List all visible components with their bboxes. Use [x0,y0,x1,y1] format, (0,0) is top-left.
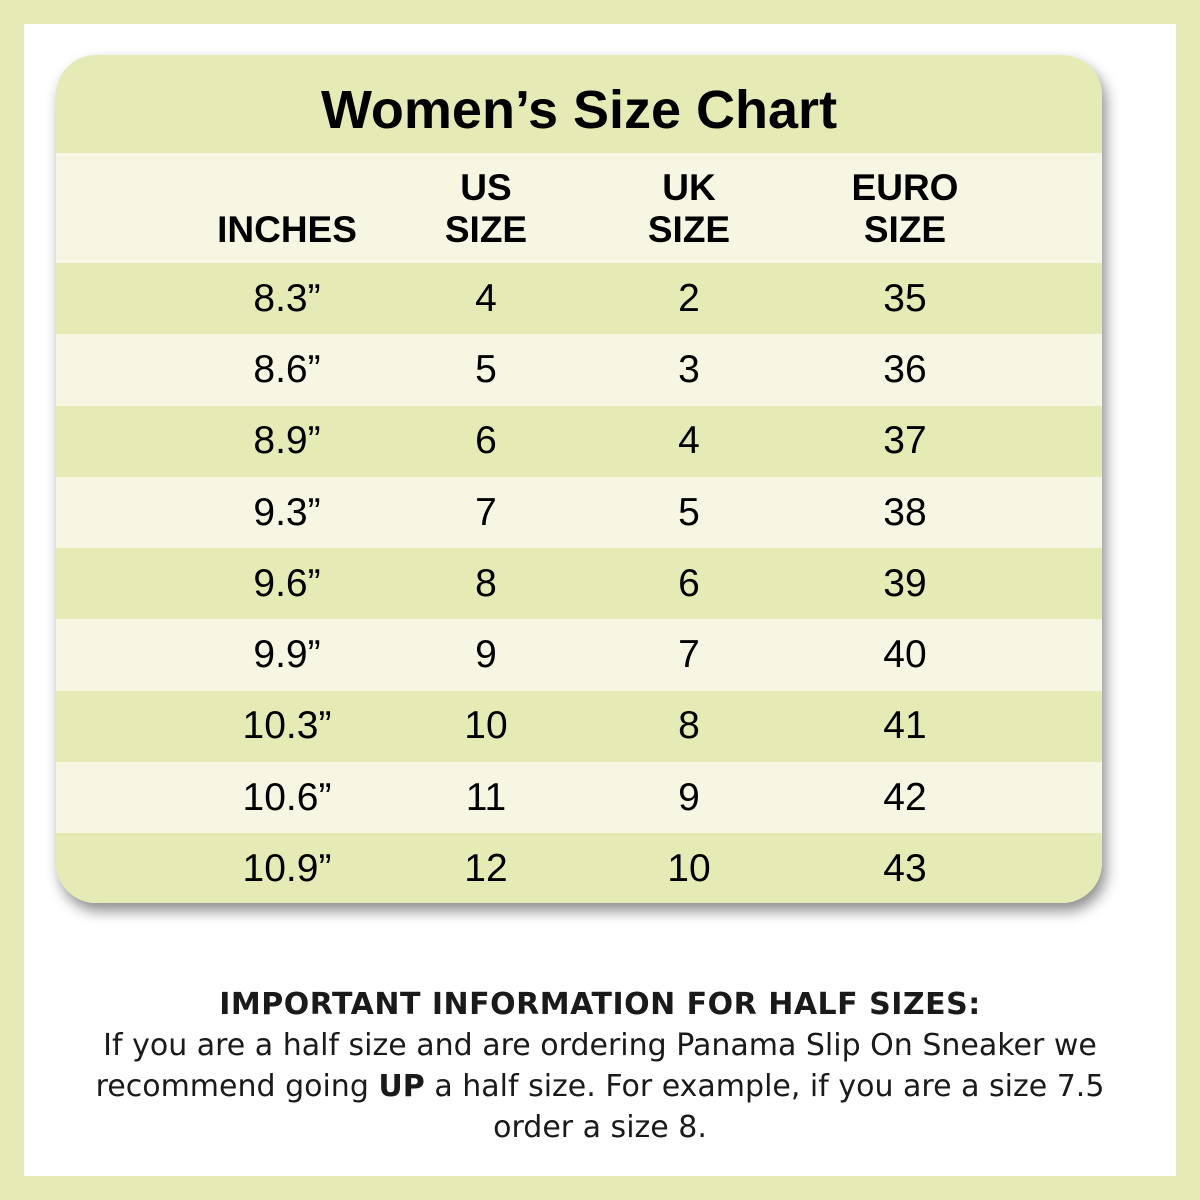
cell-uk-size: 10 [667,847,711,891]
info-heading: IMPORTANT INFORMATION FOR HALF SIZES: [219,987,981,1022]
cell-euro-size: 39 [883,561,927,605]
size-chart-card: Women’s Size Chart INCHES US SIZE UK SIZE … [56,55,1102,903]
cell-euro-size: 43 [883,847,927,891]
column-header-inches: INCHES [217,209,357,250]
cell-uk-size: 9 [678,775,700,819]
table-row: 10.6” 11 9 42 [56,762,1102,834]
cell-uk-size: 3 [678,347,700,391]
column-header-euro-size: EURO SIZE [851,167,959,250]
column-header-uk-size: UK SIZE [647,167,731,250]
chart-title: Women’s Size Chart [320,80,838,140]
cell-euro-size: 42 [883,775,927,819]
cell-inches: 9.3” [253,490,321,534]
cell-us-size: 5 [475,347,497,391]
cell-euro-size: 40 [883,633,927,677]
cell-us-size: 6 [475,419,497,463]
header-row: INCHES US SIZE UK SIZE EURO SIZE [56,153,1102,263]
cell-euro-size: 36 [883,347,927,391]
cell-inches: 10.3” [242,704,332,748]
cell-us-size: 10 [464,704,508,748]
cell-uk-size: 7 [678,633,700,677]
info-emphasis: UP [378,1069,425,1104]
cell-euro-size: 41 [883,704,927,748]
cell-us-size: 11 [465,775,507,819]
table-row: 10.3” 10 8 41 [56,690,1102,763]
half-size-info: IMPORTANT INFORMATION FOR HALF SIZES: If… [0,985,1200,1148]
size-table-body: 8.3” 4 2 35 8.6” 5 3 36 8.9” 6 4 37 9.3”… [56,263,1102,903]
cell-us-size: 7 [475,490,497,534]
cell-euro-size: 38 [883,490,927,534]
cell-inches: 8.3” [253,276,321,320]
table-row: 9.9” 9 7 40 [56,619,1102,691]
table-row: 10.9” 12 10 43 [56,833,1102,903]
cell-uk-size: 4 [678,419,700,463]
cell-uk-size: 5 [678,490,700,534]
table-row: 8.9” 6 4 37 [56,405,1102,477]
cell-inches: 10.6” [242,775,332,819]
info-text: If you are a half size and are ordering … [95,1028,1105,1145]
cell-us-size: 8 [475,561,497,605]
cell-us-size: 12 [464,847,508,891]
cell-uk-size: 6 [678,561,700,605]
table-row: 9.3” 7 5 38 [56,476,1102,549]
cell-us-size: 9 [475,633,497,677]
column-header-us-size: US SIZE [444,167,528,250]
cell-inches: 9.9” [253,633,321,677]
cell-uk-size: 8 [678,704,700,748]
cell-euro-size: 35 [883,276,927,320]
table-row: 8.6” 5 3 36 [56,334,1102,406]
cell-us-size: 4 [475,276,497,320]
cell-euro-size: 37 [883,419,927,463]
cell-uk-size: 2 [678,276,700,320]
table-row: 8.3” 4 2 35 [56,263,1102,335]
cell-inches: 8.9” [253,419,321,463]
cell-inches: 10.9” [242,847,332,891]
table-row: 9.6” 8 6 39 [56,548,1102,620]
cell-inches: 9.6” [253,561,321,605]
cell-inches: 8.6” [253,347,321,391]
